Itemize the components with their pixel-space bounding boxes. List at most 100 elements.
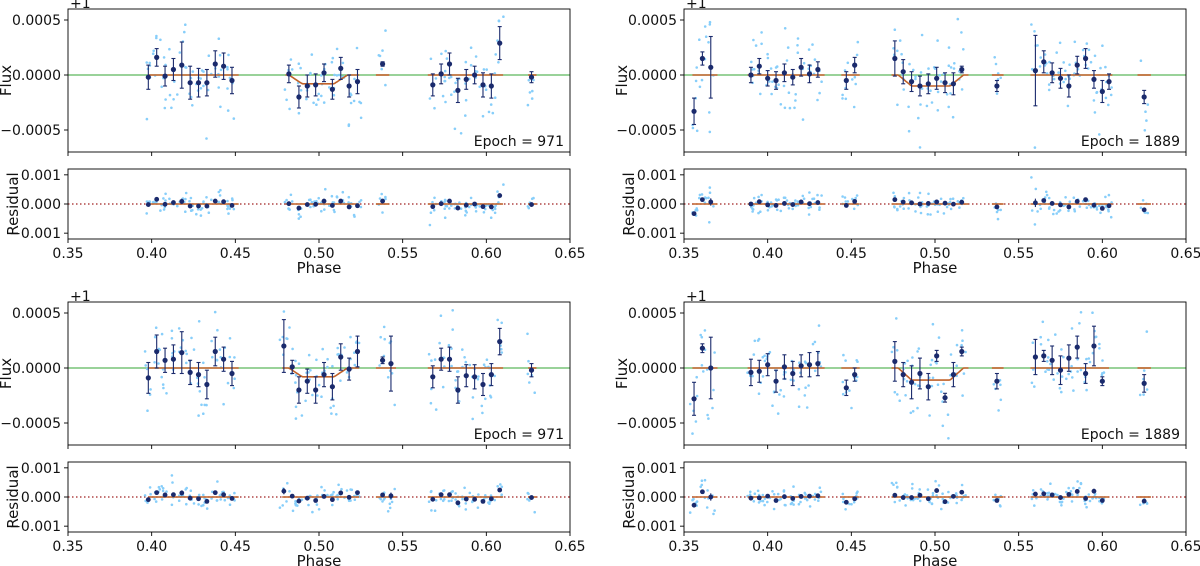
raw-flux-point [1047,338,1050,342]
raw-residual-point [931,491,935,495]
raw-residual-point [290,200,294,203]
binned-flux-point [790,370,796,377]
raw-flux-point [992,383,996,386]
raw-flux-point [796,51,800,54]
raw-flux-point [307,353,311,357]
residual-plot-area [684,478,1186,516]
raw-residual-point [790,501,794,505]
raw-residual-point [1060,504,1063,507]
raw-residual-point [471,500,474,504]
raw-flux-point [783,106,787,110]
raw-residual-point [771,490,774,493]
raw-residual-point [761,499,765,503]
binned-flux-point [195,372,202,378]
raw-flux-point [219,68,223,72]
raw-flux-point [1146,103,1150,106]
raw-residual-point [199,208,202,211]
binned-flux-point [1091,343,1097,349]
raw-residual-point [792,503,795,506]
raw-residual-point [772,507,776,511]
raw-flux-point [164,98,167,101]
binned-residual-point [1033,491,1038,497]
raw-flux-point [746,371,749,375]
raw-residual-point [526,491,530,495]
raw-flux-point [429,401,433,405]
raw-flux-point [331,56,335,60]
raw-residual-point [1098,204,1101,208]
raw-flux-point [788,106,792,110]
raw-flux-point [911,410,915,413]
binned-flux-point [229,370,235,377]
raw-residual-point [893,195,897,198]
raw-residual-point [359,205,363,209]
raw-flux-point [289,58,293,61]
epoch-annotation: Epoch = 1889 [1081,134,1180,150]
raw-residual-point [934,479,937,483]
raw-flux-point [996,72,1000,75]
raw-residual-point [427,500,431,504]
raw-residual-point [210,497,213,500]
light-curve-panel-2: 0.0005 0.0000 −0.0005 0.001 0.000 −0.001 0.35 0… [613,0,1200,277]
raw-flux-point [902,88,905,91]
x-tick-label: 0.40 [136,246,167,262]
binned-residual-point [355,203,360,209]
binned-flux-point [296,94,302,100]
raw-flux-point [805,406,809,409]
raw-flux-point [760,42,763,46]
raw-residual-point [189,489,193,493]
flux-y-tick-label: 0.0000 [12,68,61,84]
binned-flux-point [1066,83,1072,89]
raw-flux-point [310,53,314,56]
raw-flux-point [953,62,956,65]
raw-flux-point [1087,48,1091,52]
raw-flux-point [430,359,433,362]
binned-residual-point [154,196,160,202]
binned-flux-point [748,72,754,78]
binned-flux-point [313,82,319,88]
binned-residual-point [798,494,804,499]
raw-flux-point [294,405,298,409]
raw-residual-point [184,210,187,213]
raw-residual-point [1047,491,1051,495]
raw-flux-point [770,92,773,96]
binned-residual-point [1041,491,1047,497]
raw-residual-point [841,195,844,198]
raw-residual-point [158,488,162,491]
binned-residual-point [221,199,227,205]
raw-flux-point [945,93,949,96]
binned-flux-point [1074,344,1080,350]
raw-flux-point [202,412,205,416]
residual-y-tick-label: 0.000 [21,197,61,213]
raw-flux-point [471,417,475,421]
raw-residual-point [925,205,929,208]
raw-residual-point [461,497,464,501]
raw-flux-point [817,324,821,327]
raw-flux-point [766,52,769,56]
raw-flux-point [907,129,911,133]
binned-residual-point [807,493,812,499]
raw-residual-point [854,196,857,200]
raw-flux-point [337,352,340,356]
raw-residual-point [951,197,955,200]
binned-flux-point [179,350,185,356]
raw-residual-point [340,487,343,491]
raw-flux-point [294,381,297,384]
raw-flux-point [299,66,302,70]
raw-residual-point [216,480,219,483]
raw-flux-point [480,404,484,408]
binned-residual-point [909,200,914,206]
raw-flux-point [485,358,489,362]
raw-residual-point [288,490,291,493]
raw-flux-point [144,364,147,367]
raw-residual-point [1146,211,1150,215]
raw-residual-point [999,505,1002,508]
raw-flux-point [890,350,894,354]
raw-residual-point [393,487,397,491]
raw-flux-point [905,379,909,383]
raw-flux-point [757,392,761,396]
raw-flux-point [299,89,303,92]
raw-residual-point [226,199,229,203]
raw-residual-point [443,207,447,210]
raw-residual-point [1054,492,1057,496]
raw-residual-point [1049,482,1052,486]
